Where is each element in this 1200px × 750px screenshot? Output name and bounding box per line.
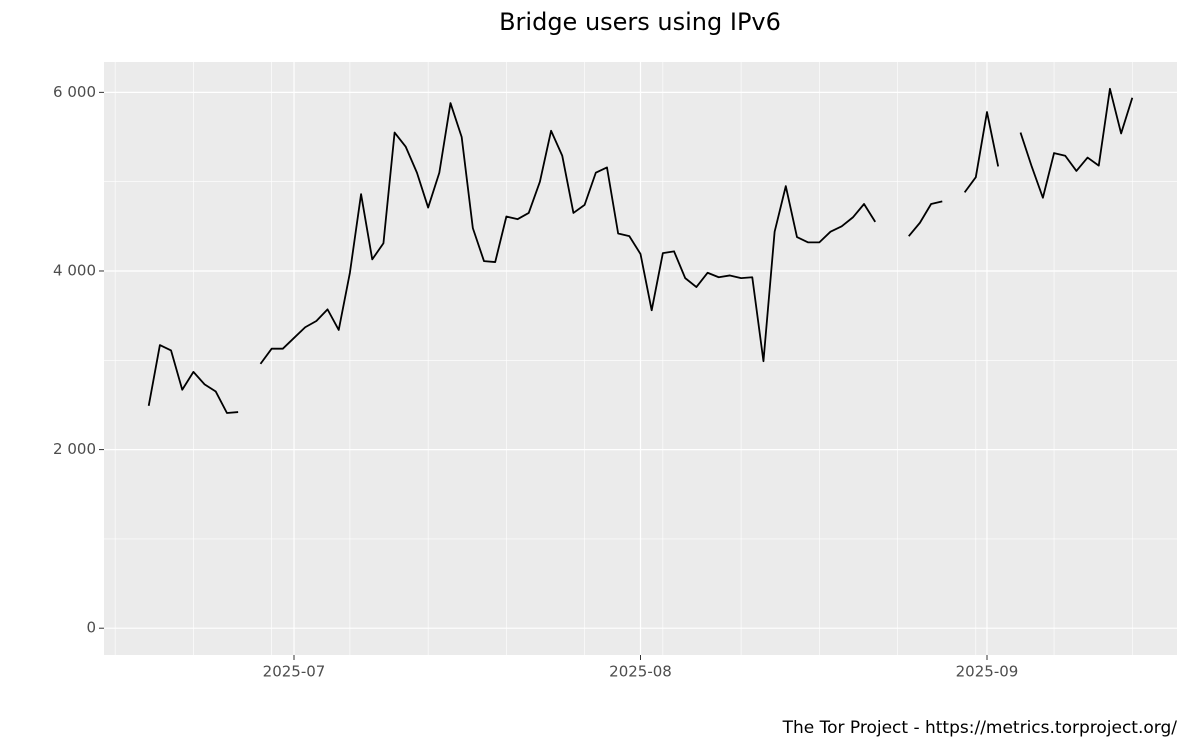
caption: The Tor Project - https://metrics.torpro… [782, 718, 1178, 738]
x-tick-label: 2025-07 [263, 663, 326, 681]
x-tick-label: 2025-08 [609, 663, 672, 681]
y-tick-label: 6 000 [53, 83, 96, 101]
line [147, 87, 1134, 414]
y-tick-label: 0 [86, 619, 96, 637]
y-tick-label: 2 000 [53, 440, 96, 458]
y-tick-label: 4 000 [53, 261, 96, 279]
x-tick-label: 2025-09 [956, 663, 1019, 681]
chart-title: Bridge users using IPv6 [499, 8, 781, 36]
